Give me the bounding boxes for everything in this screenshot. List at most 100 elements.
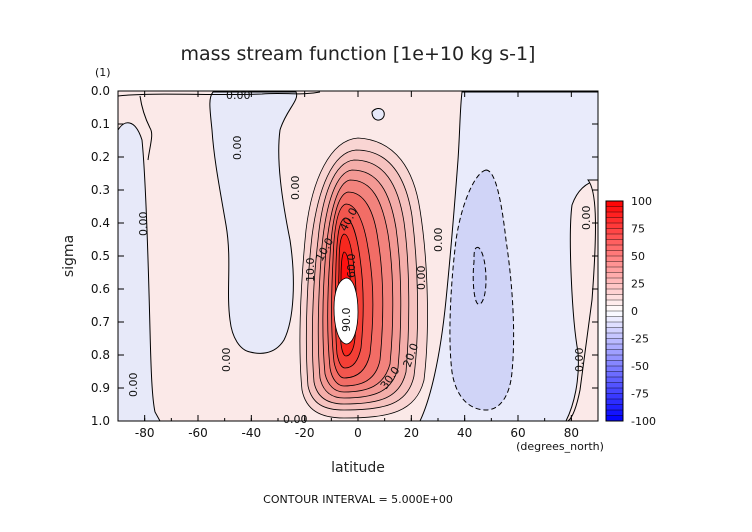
x-tick-label: -60 (188, 426, 208, 440)
x-tick-label: -20 (295, 426, 315, 440)
colorbar-swatch (606, 371, 623, 378)
x-tick-label: 60 (510, 426, 525, 440)
zero-contour-west (139, 95, 153, 161)
contour-label: 90.0 (340, 308, 353, 333)
colorbar-tick-label: -25 (631, 333, 649, 346)
y-tick-label: 0.4 (91, 216, 110, 230)
colorbar-swatch (606, 300, 623, 306)
contour-label: 0.00 (580, 206, 593, 231)
neg-region-southwest (118, 122, 161, 421)
colorbar-tick-label: -100 (631, 415, 656, 428)
colorbar-tick-label: 25 (631, 278, 645, 291)
colorbar-swatch (606, 388, 623, 394)
colorbar-tick-label: -50 (631, 360, 649, 373)
colorbar-swatch (606, 305, 623, 312)
y-axis-label: sigma (61, 235, 77, 277)
contour-label: 0.00 (231, 136, 244, 161)
colorbar-swatch (606, 289, 623, 295)
contour-label: 60.0 (345, 254, 358, 279)
colorbar-swatch (606, 333, 623, 339)
x-tick-label: 20 (404, 426, 419, 440)
colorbar-swatch (606, 212, 623, 218)
y-tick-label: 0.0 (91, 84, 110, 98)
y-tick-label: 0.8 (91, 348, 110, 362)
colorbar-swatch (606, 283, 623, 290)
contour-label: 0.00 (127, 373, 140, 398)
colorbar-swatch (606, 206, 623, 213)
colorbar-swatch (606, 294, 623, 301)
x-tick-label: 0 (354, 426, 362, 440)
colorbar-swatch (606, 239, 623, 246)
colorbar-tick-label: 75 (631, 223, 645, 236)
colorbar-swatch (606, 272, 623, 279)
colorbar-swatch (606, 355, 623, 361)
y-tick-label: 0.3 (91, 183, 110, 197)
contour-label: 0.00 (226, 89, 251, 102)
contour-label: 0.00 (137, 212, 150, 237)
contour-label: 0.00 (573, 348, 586, 373)
colorbar-swatch (606, 250, 623, 257)
contour-interval-note: CONTOUR INTERVAL = 5.000E+00 (263, 493, 453, 506)
colorbar-swatch (606, 234, 623, 240)
colorbar-swatch (606, 267, 623, 273)
colorbar-swatch (606, 349, 623, 356)
y-unit-label: (1) (95, 66, 111, 79)
y-tick-label: 0.9 (91, 381, 110, 395)
x-axis: -80 -60 -40 -20 0 20 40 60 80 (117, 91, 599, 440)
colorbar-frame (605, 200, 624, 422)
colorbar-swatch (606, 415, 623, 422)
x-tick-label: -80 (135, 426, 155, 440)
y-tick-label: 0.7 (91, 315, 110, 329)
colorbar-swatch (606, 228, 623, 235)
colorbar-swatch (606, 217, 623, 224)
hadley-cell (299, 137, 428, 419)
colorbar-swatch (606, 261, 623, 268)
colorbar-swatch (606, 360, 623, 367)
contour-label: 0.00 (283, 413, 308, 426)
plot-area (118, 91, 598, 421)
colorbar-swatch (606, 382, 623, 389)
colorbar: 100 75 50 25 0 -25 -50 -75 -100 (605, 195, 656, 428)
colorbar-swatch (606, 316, 623, 323)
y-tick-label: 0.6 (91, 282, 110, 296)
contour-label: 0.00 (415, 266, 428, 291)
x-axis-label: latitude (331, 460, 385, 476)
colorbar-swatch (606, 399, 623, 405)
colorbar-swatch (606, 344, 623, 350)
colorbar-tick-label: -75 (631, 388, 649, 401)
contour-label: 10.0 (304, 258, 317, 283)
colorbar-swatch (606, 327, 623, 334)
contour-label: 0.00 (220, 348, 233, 373)
colorbar-swatch (606, 256, 623, 262)
y-tick-label: 0.1 (91, 117, 110, 131)
neg-region-midwest (209, 91, 298, 354)
colorbar-swatch (606, 404, 623, 411)
x-tick-label: -40 (242, 426, 262, 440)
zero-contour-top (118, 91, 321, 97)
y-axis: 0.0 0.1 0.2 0.3 0.4 0.5 0.6 0.7 0.8 0.9 1.0 (91, 84, 598, 428)
colorbar-swatch (606, 245, 623, 251)
ferrel-cell-inner (472, 246, 487, 305)
colorbar-swatch (606, 311, 623, 317)
colorbar-swatch (606, 322, 623, 328)
chart-title: mass stream function [1e+10 kg s-1] (181, 43, 536, 65)
colorbar-swatch (606, 377, 623, 383)
y-tick-label: 0.2 (91, 150, 110, 164)
y-tick-label: 0.5 (91, 249, 110, 263)
colorbar-swatch (606, 223, 623, 229)
colorbar-swatch (606, 393, 623, 400)
x-tick-label: 80 (564, 426, 579, 440)
neg-blob-top (371, 108, 385, 121)
colorbar-swatch (606, 338, 623, 345)
colorbar-tick-label: 50 (631, 250, 645, 263)
x-unit-label: (degrees_north) (516, 440, 604, 453)
colorbar-tick-label: 100 (631, 195, 652, 208)
x-tick-label: 40 (457, 426, 472, 440)
colorbar-swatch (606, 366, 623, 372)
colorbar-tick-label: 0 (631, 305, 638, 318)
y-tick-label: 1.0 (91, 414, 110, 428)
colorbar-swatch (606, 201, 623, 207)
contour-label: 0.00 (289, 176, 302, 201)
colorbar-swatch (606, 278, 623, 284)
